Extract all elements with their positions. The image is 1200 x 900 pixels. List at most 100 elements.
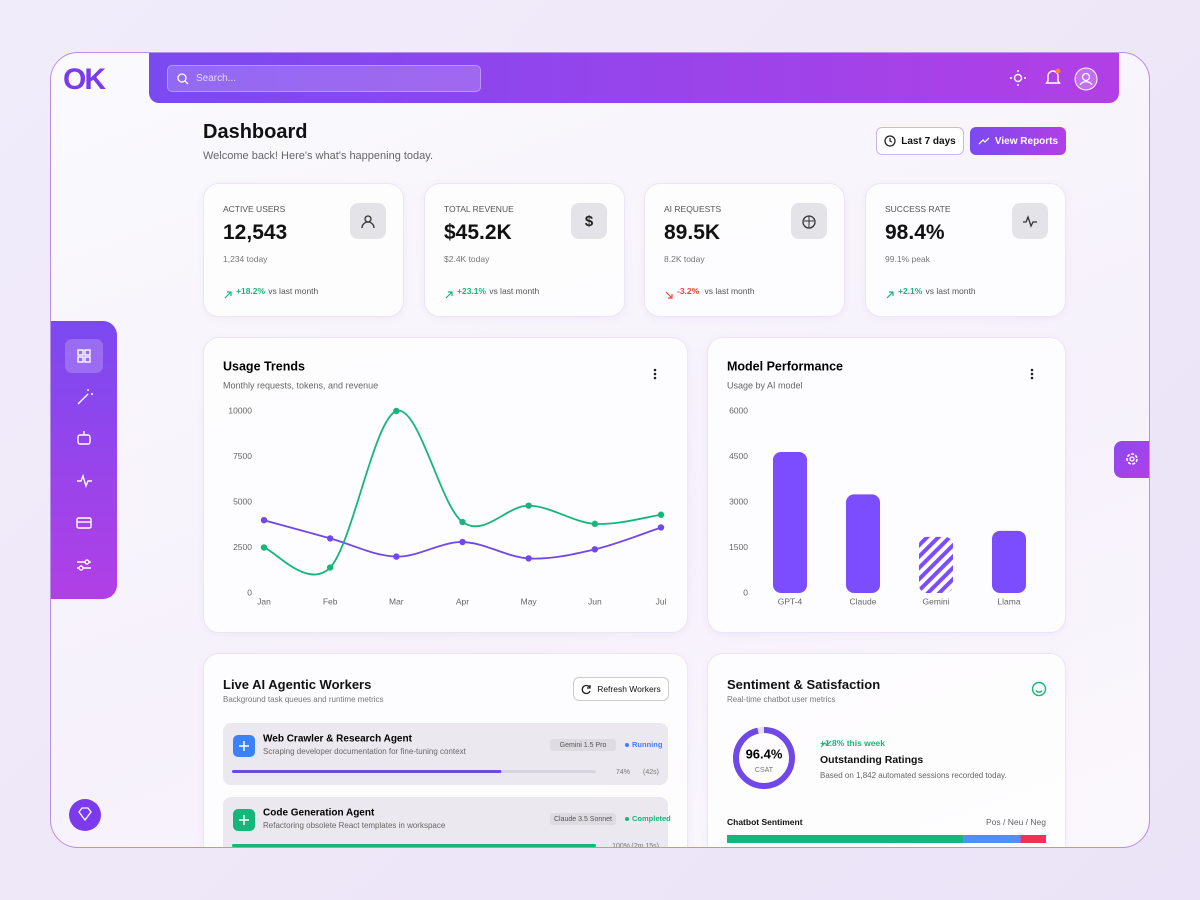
smile-icon — [1031, 681, 1047, 697]
progress-fill — [232, 770, 502, 773]
y-tick-label: 0 — [247, 587, 252, 597]
y-tick-label: 2500 — [233, 542, 252, 552]
svg-text:$: $ — [585, 213, 594, 230]
menu-dot — [1030, 368, 1034, 372]
x-tick-label: Jun — [588, 596, 602, 606]
profile[interactable] — [1074, 67, 1098, 91]
header-bar: Search... — [149, 53, 1119, 103]
headline: Outstanding Ratings — [820, 754, 924, 766]
stat-label: SUCCESS RATE — [885, 204, 951, 214]
stat-note: vs last month — [704, 286, 755, 296]
search-icon — [177, 73, 189, 85]
chart-title: Model Performance — [727, 359, 843, 373]
trend-arrow — [224, 291, 232, 299]
stat-label: ACTIVE USERS — [223, 204, 286, 214]
worker-glyph — [239, 815, 249, 825]
point — [326, 564, 334, 571]
status-dot — [625, 817, 629, 821]
point — [326, 535, 334, 542]
sentiment-segment — [963, 835, 1021, 843]
worker-glyph — [239, 741, 249, 751]
trend-arrow — [445, 291, 453, 299]
bar-legend: Pos / Neu / Neg — [985, 817, 1046, 827]
workers-title: Live AI Agentic Workers — [223, 677, 372, 692]
y-tick-label: 10000 — [228, 405, 252, 415]
stat-change: +18.2% — [236, 286, 266, 296]
menu-dot — [653, 372, 657, 376]
premium-button[interactable] — [69, 799, 101, 831]
stat-change: +2.1% — [898, 286, 923, 296]
sentiment-subtitle: Real-time chatbot user metrics — [727, 695, 836, 704]
icon — [361, 215, 375, 229]
model-badge — [550, 813, 616, 825]
app-frame: OK Search... Dashboard Welcome back! Her… — [50, 52, 1150, 848]
worker-name: Web Crawler & Research Agent — [263, 734, 413, 745]
sentiment-card: Sentiment & Satisfaction Real-time chatb… — [707, 653, 1066, 847]
point — [525, 502, 532, 509]
worker-desc: Scraping developer documentation for fin… — [263, 747, 467, 756]
stat-change: +23.1% — [457, 286, 487, 296]
range-button[interactable]: Last 7 days — [876, 127, 964, 155]
y-tick-label: 1500 — [729, 542, 748, 552]
range-label: Last 7 days — [901, 135, 956, 147]
point — [657, 511, 665, 518]
refresh-label: Refresh Workers — [597, 684, 661, 694]
trend-icon — [223, 287, 233, 299]
stat-value: 89.5K — [664, 221, 721, 244]
model-name: Gemini 1.5 Pro — [560, 742, 607, 749]
theme-toggle[interactable] — [1009, 69, 1027, 87]
settings-tab[interactable] — [1114, 441, 1149, 478]
y-tick-label: 4500 — [729, 451, 748, 461]
stat-icon — [791, 203, 827, 239]
progress-time: (42s) — [643, 769, 659, 776]
stat-value: 12,543 — [223, 221, 288, 244]
stat-change: -3.2% — [677, 286, 700, 296]
point — [393, 407, 400, 415]
donut-value — [733, 727, 795, 789]
nav-dashboard[interactable] — [65, 339, 103, 373]
search-placeholder: Search... — [196, 73, 237, 84]
bar-label: Chatbot Sentiment — [727, 817, 803, 827]
sentiment-title: Sentiment & Satisfaction — [727, 677, 881, 692]
point — [459, 538, 466, 546]
stat-label: AI REQUESTS — [664, 204, 722, 214]
reports-button[interactable]: View Reports — [970, 127, 1066, 155]
x-tick-label: Feb — [323, 596, 338, 606]
stat-card: AI REQUESTS 89.5K 8.2K today -3.2% vs last m… — [644, 183, 845, 317]
icon — [1023, 215, 1037, 228]
stat-note: vs last month — [268, 286, 319, 296]
point — [459, 518, 466, 526]
chart-title: Usage Trends — [223, 359, 305, 373]
bar — [992, 530, 1026, 593]
stat-value: 98.4% — [885, 221, 945, 244]
page-title: Dashboard — [203, 121, 308, 143]
progress-label: 74% — [616, 769, 630, 776]
refresh-button[interactable]: Refresh Workers — [573, 677, 669, 701]
charts-layer: Usage Trends Monthly requests, tokens, an… — [223, 359, 1046, 847]
x-tick-label: Apr — [456, 596, 469, 606]
x-tick-label: Mar — [389, 596, 404, 606]
chart-subtitle: Usage by AI model — [727, 380, 803, 390]
stat-sub: 1,234 today — [223, 254, 268, 264]
status-dot — [625, 743, 629, 747]
y-tick-label: 7500 — [233, 451, 252, 461]
notifications[interactable] — [1044, 68, 1062, 88]
trend-icon — [885, 287, 895, 299]
nav-icons — [76, 349, 93, 571]
worker-name: Code Generation Agent — [263, 808, 375, 819]
bar — [846, 494, 880, 593]
stat-sub: 99.1% peak — [885, 254, 930, 264]
stat-sub: $2.4K today — [444, 254, 490, 264]
brand: OK — [63, 63, 106, 96]
stat-card: SUCCESS RATE 98.4% 99.1% peak +2.1% vs last … — [865, 183, 1066, 317]
workers-subtitle: Background task queues and runtime metri… — [223, 695, 384, 704]
sentiment-segment — [1020, 835, 1046, 843]
usage-card — [203, 337, 688, 633]
model-name: Claude 3.5 Sonnet — [554, 816, 612, 823]
search-box[interactable]: Search... — [167, 65, 481, 92]
trend-icon — [664, 287, 674, 299]
line — [263, 410, 662, 576]
stat-card: ACTIVE USERS 12,543 1,234 today +18.2% vs la… — [203, 183, 404, 317]
chart-subtitle: Monthly requests, tokens, and revenue — [223, 380, 378, 390]
